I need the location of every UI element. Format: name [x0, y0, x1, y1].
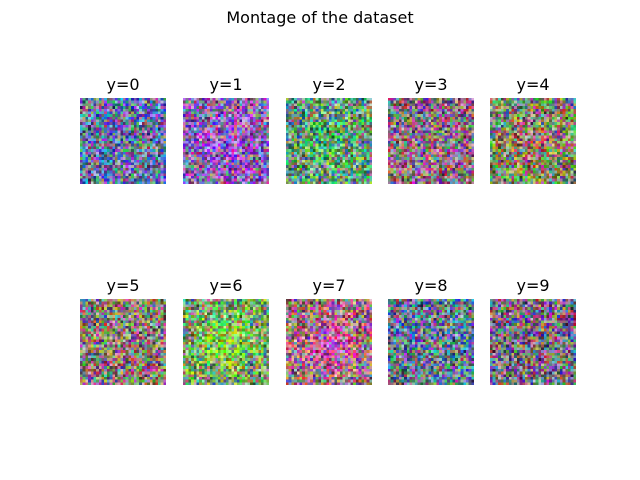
- panel-title-9: y=9: [516, 276, 550, 295]
- panel-title-5: y=5: [106, 276, 140, 295]
- panel-title-3: y=3: [414, 75, 448, 94]
- panel-image-0: [80, 98, 166, 184]
- panel-image-1: [183, 98, 269, 184]
- panel-image-5: [80, 299, 166, 385]
- figure-title: Montage of the dataset: [226, 8, 414, 27]
- panel-title-4: y=4: [516, 75, 550, 94]
- panel-title-0: y=0: [106, 75, 140, 94]
- panel-image-9: [490, 299, 576, 385]
- panel-image-4: [490, 98, 576, 184]
- panel-image-2: [286, 98, 372, 184]
- panel-image-3: [388, 98, 474, 184]
- panel-image-7: [286, 299, 372, 385]
- panel-title-8: y=8: [414, 276, 448, 295]
- panel-image-6: [183, 299, 269, 385]
- panel-title-1: y=1: [209, 75, 243, 94]
- panel-image-8: [388, 299, 474, 385]
- panel-title-7: y=7: [312, 276, 346, 295]
- panel-title-6: y=6: [209, 276, 243, 295]
- panel-title-2: y=2: [312, 75, 346, 94]
